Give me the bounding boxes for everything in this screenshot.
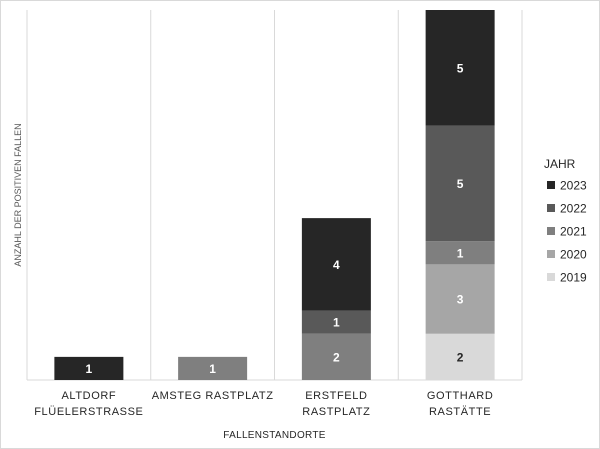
data-label: 1 xyxy=(333,316,340,330)
x-tick-label: GOTTHARD xyxy=(427,390,494,402)
legend-label: 2022 xyxy=(560,202,587,216)
data-label: 2 xyxy=(333,350,340,364)
bar-segment xyxy=(425,264,495,334)
legend-swatch xyxy=(547,181,555,189)
data-label: 2 xyxy=(457,350,464,364)
legend-swatch xyxy=(547,273,555,281)
legend-label: 2021 xyxy=(560,225,587,239)
bar-segment xyxy=(425,241,495,265)
bar-segment xyxy=(425,10,495,126)
data-label: 1 xyxy=(86,362,93,376)
legend-label: 2023 xyxy=(560,179,587,193)
x-tick-label: RASTPLATZ xyxy=(302,406,370,418)
legend-swatch xyxy=(547,227,555,235)
bar-segment xyxy=(425,333,495,380)
data-label: 1 xyxy=(209,362,216,376)
legend-label: 2020 xyxy=(560,248,587,262)
legend-swatch xyxy=(547,204,555,212)
data-label: 5 xyxy=(457,177,464,191)
bar-segment xyxy=(301,333,371,380)
x-tick-label: RASTÄTTE xyxy=(429,406,491,418)
bar-segment xyxy=(54,356,124,380)
x-tick-label: ERSTFELD xyxy=(305,390,367,402)
bar-segment xyxy=(178,356,248,380)
bar-segment xyxy=(425,125,495,242)
y-axis-title: ANZAHL DER POSITIVEN FALLEN xyxy=(13,123,23,266)
data-label: 1 xyxy=(457,246,464,260)
data-label: 5 xyxy=(457,61,464,75)
legend-label: 2019 xyxy=(560,271,587,285)
x-axis-title: FALLENSTANDORTE xyxy=(223,430,326,441)
x-tick-label: ALTDORF xyxy=(62,390,117,402)
legend-title: JAHR xyxy=(544,157,576,171)
data-label: 3 xyxy=(457,293,464,307)
bar-segment xyxy=(301,218,371,311)
bar-segment xyxy=(301,310,371,334)
x-tick-label: FLÜELERSTRASSE xyxy=(34,406,143,418)
data-label: 4 xyxy=(333,258,340,272)
x-tick-label: AMSTEG RASTPLATZ xyxy=(152,390,274,402)
legend-swatch xyxy=(547,250,555,258)
